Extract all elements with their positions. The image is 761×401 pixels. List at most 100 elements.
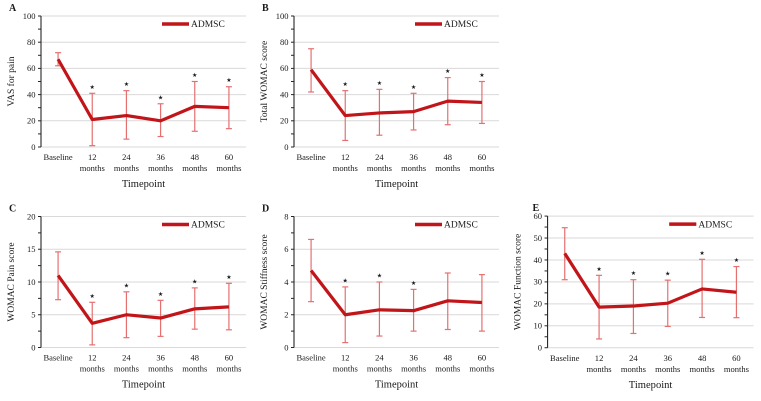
x-tick-label: Baseline — [43, 152, 72, 162]
x-tick-label: 48 — [191, 152, 200, 162]
x-tick-label: 48 — [444, 152, 453, 162]
panel-e: 0 10 20 30 40 50 60 WOMAC Function score Baselin… — [506, 200, 761, 401]
significance-star: ★ — [124, 282, 129, 289]
x-tick-label-line2: months — [148, 163, 173, 173]
panel-letter: A — [9, 3, 17, 14]
y-tick-label: 15 — [27, 244, 36, 254]
x-tick-label-line2: months — [216, 163, 241, 173]
x-tick-label: 12 — [595, 353, 604, 363]
x-tick-label-line2: months — [401, 364, 426, 374]
y-tick-label: 60 — [280, 63, 289, 73]
y-tick-label: 8 — [284, 211, 288, 221]
y-tick-label: 10 — [27, 277, 36, 287]
significance-star: ★ — [90, 293, 95, 300]
panel-a: 0 20 40 60 80 100 VAS for pain Baseline 12 months… — [0, 0, 253, 200]
x-tick-label-line2: months — [587, 364, 613, 374]
y-axis-title: VAS for pain — [6, 56, 17, 106]
significance-star: ★ — [377, 273, 382, 280]
error-bar — [478, 80, 485, 125]
x-tick-label-line2: months — [182, 364, 207, 374]
significance-star: ★ — [226, 274, 231, 281]
significance-star: ★ — [192, 72, 197, 79]
chart-panel-e: 0 10 20 30 40 50 60 WOMAC Function score Baselin… — [512, 203, 754, 391]
significance-star: ★ — [411, 280, 416, 287]
x-tick-label: 60 — [225, 353, 234, 363]
y-tick-label: 40 — [27, 89, 36, 99]
x-tick-label: Baseline — [296, 152, 325, 162]
x-tick-label: 60 — [478, 353, 487, 363]
x-axis-title: Timepoint — [375, 179, 418, 190]
x-tick-label-line2: months — [114, 364, 139, 374]
significance-star: ★ — [158, 291, 163, 298]
y-tick-label: 0 — [31, 142, 35, 152]
y-tick-label: 5 — [31, 310, 35, 320]
significance-star: ★ — [226, 77, 231, 84]
x-tick-label-line2: months — [333, 163, 358, 173]
y-tick-label: 0 — [538, 343, 542, 353]
legend-label: ADMSC — [191, 221, 225, 231]
x-tick-label: 36 — [409, 353, 418, 363]
panel-d: 0 2 4 6 8 WOMAC Stiffness score Baseline 12 mont… — [253, 200, 506, 401]
y-tick-label: 10 — [534, 321, 543, 331]
y-axis-title: Total WOMAC score — [260, 41, 270, 122]
significance-star: ★ — [631, 270, 636, 277]
x-tick-label: 36 — [156, 353, 165, 363]
legend-label: ADMSC — [698, 219, 732, 230]
x-tick-label-line2: months — [216, 364, 241, 374]
x-tick-label: Baseline — [43, 353, 72, 363]
x-tick-label: 60 — [478, 152, 487, 162]
x-tick-label-line2: months — [367, 364, 392, 374]
x-axis-title: Timepoint — [122, 380, 165, 391]
significance-star: ★ — [343, 277, 348, 284]
x-tick-label: 24 — [375, 152, 384, 162]
y-tick-label: 4 — [284, 277, 289, 287]
x-tick-label: 24 — [375, 353, 384, 363]
significance-star: ★ — [158, 94, 163, 101]
x-tick-label: 12 — [88, 152, 97, 162]
significance-star: ★ — [343, 81, 348, 88]
significance-star: ★ — [479, 72, 484, 79]
panel-letter: E — [532, 203, 539, 214]
panel-letter: D — [262, 204, 269, 215]
y-tick-label: 100 — [23, 11, 36, 21]
x-tick-label-line2: months — [80, 364, 105, 374]
data-line — [56, 274, 230, 325]
x-tick-label-line2: months — [690, 364, 716, 374]
y-axis-title: WOMAC Stiffness score — [259, 234, 270, 329]
x-tick-label-line2: months — [114, 163, 139, 173]
x-tick-label-line2: months — [469, 163, 494, 173]
y-tick-label: 0 — [284, 342, 288, 352]
x-tick-label: 24 — [122, 353, 131, 363]
x-tick-label-line2: months — [435, 364, 460, 374]
panel-letter: C — [9, 204, 16, 215]
y-tick-label: 20 — [534, 299, 543, 309]
data-line — [56, 58, 229, 123]
x-tick-label: 48 — [444, 353, 453, 363]
y-tick-label: 60 — [534, 211, 543, 221]
y-axis-title: WOMAC Function score — [512, 234, 523, 330]
y-tick-label: 40 — [534, 255, 543, 265]
x-tick-label-line2: months — [435, 163, 460, 173]
significance-star: ★ — [377, 80, 382, 87]
x-tick-label: 12 — [341, 353, 350, 363]
x-tick-label: 24 — [122, 152, 131, 162]
y-tick-label: 2 — [284, 310, 288, 320]
panel-c: 0 5 10 15 20 WOMAC Pain score Baseline 12 months… — [0, 200, 253, 401]
y-tick-label: 6 — [284, 244, 288, 254]
x-tick-label: 36 — [156, 152, 165, 162]
x-axis-title: Timepoint — [629, 380, 673, 391]
y-tick-label: 80 — [280, 37, 289, 47]
error-bar — [225, 282, 232, 331]
x-axis-title: Timepoint — [122, 179, 165, 190]
y-tick-label: 20 — [27, 211, 36, 221]
data-line — [309, 68, 482, 118]
panel-b: 0 20 40 60 80 100 Total WOMAC score Baseline 12 m… — [253, 0, 506, 200]
x-tick-label-line2: months — [724, 364, 750, 374]
x-tick-label-line2: months — [367, 163, 392, 173]
x-tick-label-line2: months — [469, 364, 494, 374]
y-tick-label: 20 — [280, 116, 289, 126]
legend-label: ADMSC — [444, 221, 478, 231]
x-tick-label: Baseline — [550, 353, 580, 363]
